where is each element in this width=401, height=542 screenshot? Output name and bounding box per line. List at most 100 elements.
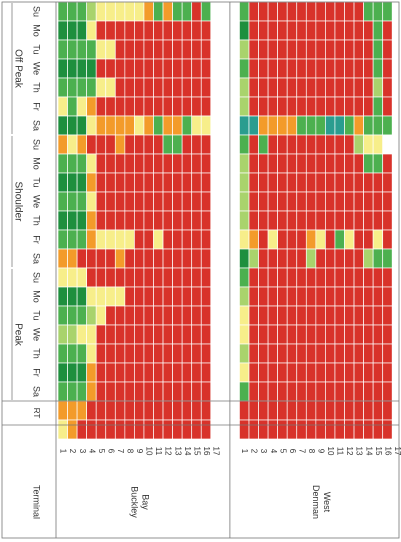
heatmap-cell: [296, 172, 307, 193]
heatmap-cell: [67, 343, 78, 364]
heatmap-cell: [200, 381, 212, 402]
heatmap-cell: [391, 134, 401, 155]
day-label: Su: [32, 139, 42, 150]
heatmap-cell: [267, 229, 279, 250]
heatmap-cell: [124, 1, 135, 22]
heatmap-cell: [95, 134, 107, 155]
heatmap-cell: [239, 58, 250, 79]
heatmap-cell: [382, 191, 393, 212]
heatmap-cell: [86, 77, 97, 98]
heatmap-cell: [353, 324, 364, 345]
heatmap-cell: [172, 96, 183, 117]
heatmap-cell: [67, 381, 78, 402]
heatmap-cell: [105, 229, 116, 250]
heatmap-cell: [325, 362, 336, 383]
heatmap-cell: [248, 39, 259, 60]
heatmap-cell: [239, 1, 250, 22]
heatmap-cell: [105, 20, 116, 41]
heatmap-cell: [334, 229, 345, 250]
heatmap-cell: [181, 115, 193, 136]
heatmap-cell: [124, 362, 135, 383]
heatmap-cell: [391, 229, 401, 250]
heatmap-cell: [334, 115, 345, 136]
heatmap-cell: [67, 229, 78, 250]
heatmap-cell: [162, 39, 173, 60]
rt-label: 9: [135, 449, 144, 454]
heatmap-cell: [143, 77, 154, 98]
heatmap-cell: [191, 210, 202, 231]
heatmap-cell: [372, 134, 384, 155]
heatmap-cell: [315, 362, 326, 383]
day-label: Th: [32, 215, 42, 226]
heatmap-cell: [258, 115, 269, 136]
heatmap-cell: [353, 96, 364, 117]
heatmap-cell: [153, 77, 164, 98]
heatmap-cell: [124, 134, 135, 155]
heatmap-cell: [181, 39, 193, 60]
heatmap-cell: [95, 286, 107, 307]
heatmap-cell: [382, 20, 393, 41]
heatmap-cell: [372, 381, 384, 402]
heatmap-cell: [305, 267, 317, 288]
heatmap-cell: [124, 400, 135, 421]
heatmap-cell: [210, 153, 221, 174]
heatmap-cell: [95, 362, 107, 383]
heatmap-cell: [86, 362, 97, 383]
heatmap-cell: [162, 134, 173, 155]
rt-label: 8: [126, 449, 135, 454]
heatmap-cell: [172, 20, 183, 41]
heatmap-cell: [57, 343, 68, 364]
heatmap-cell: [258, 1, 269, 22]
heatmap-cell: [210, 248, 221, 269]
heatmap-cell: [86, 419, 97, 440]
heatmap-cell: [305, 343, 317, 364]
heatmap-cell: [105, 305, 116, 326]
heatmap-cell: [191, 343, 202, 364]
heatmap-cell: [391, 286, 401, 307]
heatmap-cell: [258, 419, 269, 440]
heatmap-cell: [344, 58, 355, 79]
group-label: Peak: [12, 323, 23, 347]
heatmap-cell: [248, 381, 259, 402]
heatmap-cell: [114, 381, 126, 402]
heatmap-cell: [286, 191, 298, 212]
heatmap-cell: [382, 153, 393, 174]
heatmap-cell: [57, 1, 68, 22]
rt-label: 17: [393, 447, 401, 456]
heatmap-cell: [134, 229, 145, 250]
heatmap-cell: [277, 115, 288, 136]
heatmap-cell: [353, 20, 364, 41]
heatmap-cell: [315, 419, 326, 440]
heatmap-cell: [181, 134, 193, 155]
heatmap-cell: [344, 343, 355, 364]
heatmap-cell: [86, 115, 97, 136]
heatmap-cell: [95, 20, 107, 41]
heatmap-cell: [286, 39, 298, 60]
heatmap-cell: [248, 286, 259, 307]
heatmap-cell: [143, 58, 154, 79]
heatmap-cell: [315, 400, 326, 421]
heatmap-cell: [181, 343, 193, 364]
heatmap-cell: [153, 96, 164, 117]
heatmap-cell: [239, 96, 250, 117]
heatmap-cell: [76, 172, 87, 193]
heatmap-cell: [334, 172, 345, 193]
heatmap-cell: [353, 115, 364, 136]
heatmap-cell: [315, 191, 326, 212]
heatmap-cell: [267, 1, 279, 22]
heatmap-cell: [382, 172, 393, 193]
heatmap-cell: [305, 229, 317, 250]
heatmap-cell: [267, 115, 279, 136]
heatmap-cell: [382, 381, 393, 402]
heatmap-cell: [391, 20, 401, 41]
heatmap-cell: [286, 134, 298, 155]
heatmap-cell: [305, 362, 317, 383]
rt-label: 15: [192, 447, 201, 456]
day-label: Mo: [32, 290, 42, 303]
heatmap-cell: [391, 115, 401, 136]
heatmap-cell: [153, 153, 164, 174]
heatmap-cell: [114, 134, 126, 155]
heatmap-cell: [86, 58, 97, 79]
heatmap-cell: [134, 134, 145, 155]
